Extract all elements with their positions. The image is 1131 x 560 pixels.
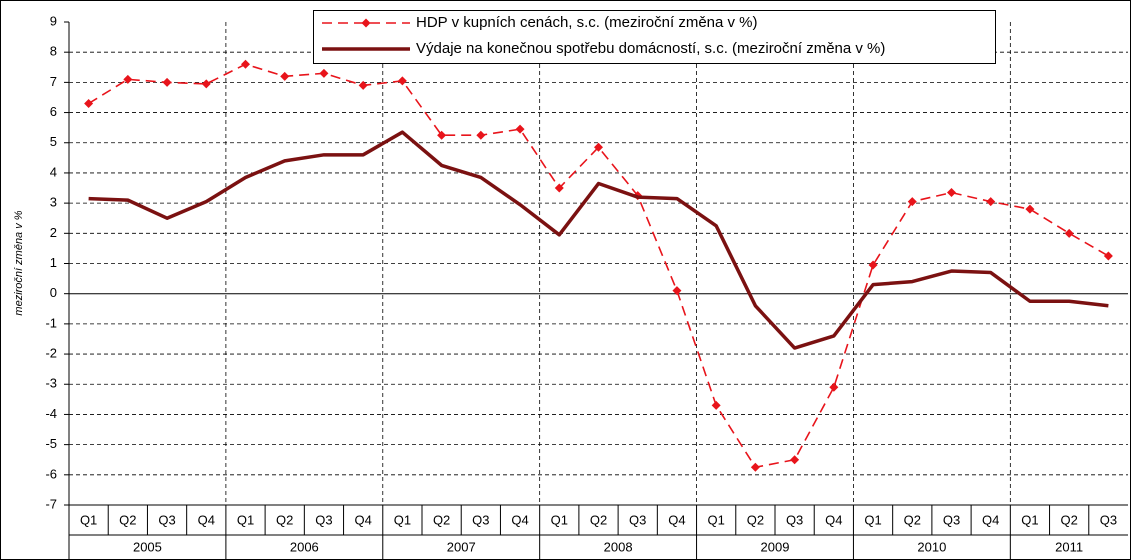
x-tick-label: Q3 [315,512,332,527]
series-marker [476,130,486,140]
x-tick-label: Q2 [276,512,293,527]
x-tick-label: Q4 [198,512,215,527]
series-marker [750,462,760,472]
series-line [88,63,1109,469]
series-marker [358,80,368,90]
y-tick-label: -1 [45,315,57,330]
y-tick-label: -2 [45,346,57,361]
series-marker [84,99,94,109]
x-group-label: 2010 [917,539,946,554]
series-marker [1103,251,1113,261]
y-tick-label: -3 [45,376,57,391]
legend-label: Výdaje na konečnou spotřebu domácností, … [416,40,885,57]
x-group-label: 2006 [290,539,319,554]
x-tick-label: Q4 [354,512,371,527]
series-marker [123,74,133,84]
x-group-label: 2009 [761,539,790,554]
x-tick-label: Q3 [1100,512,1117,527]
y-tick-label: 3 [50,195,57,210]
series-marker [594,142,603,152]
y-tick-label: -7 [45,496,57,511]
x-group-label: 2007 [447,539,476,554]
x-tick-label: Q1 [1021,512,1038,527]
series-marker [437,130,447,140]
y-tick-label: 5 [50,134,57,149]
y-axis-label: meziroční změna v % [13,210,25,315]
legend-marker [361,18,371,28]
y-tick-label: 1 [50,255,57,270]
series-marker [397,76,407,86]
series-marker [201,79,211,89]
x-tick-label: Q3 [943,512,960,527]
series-marker [947,188,956,198]
y-tick-label: 7 [50,74,57,89]
series-marker [1025,204,1035,214]
x-tick-label: Q1 [237,512,254,527]
y-tick-label: -5 [45,436,57,451]
series-marker [711,400,721,410]
series-marker [280,71,290,81]
legend-label: HDP v kupních cenách, s.c. (meziroční zm… [416,14,758,31]
x-group-label: 2008 [604,539,633,554]
series-marker [319,68,329,78]
y-tick-label: 6 [50,104,57,119]
series-marker [162,77,172,87]
x-tick-label: Q1 [80,512,97,527]
series-marker [907,197,917,207]
x-tick-label: Q2 [119,512,136,527]
y-tick-label: 9 [50,13,57,28]
y-tick-label: 4 [50,164,57,179]
y-tick-label: 2 [50,225,57,240]
x-tick-label: Q2 [433,512,450,527]
y-tick-label: -4 [45,406,57,421]
x-tick-label: Q4 [511,512,528,527]
x-tick-label: Q2 [904,512,921,527]
series-marker [829,382,839,392]
series-marker [554,183,564,193]
series-marker [515,124,525,134]
x-group-label: 2011 [1055,539,1083,554]
x-group-label: 2005 [133,539,162,554]
y-tick-label: 0 [50,285,57,300]
x-tick-label: Q1 [707,512,724,527]
series-line [88,130,1109,350]
series-marker [241,59,250,69]
y-tick-label: -6 [45,466,57,481]
series-marker [790,455,800,465]
legend [313,10,996,64]
x-tick-label: Q2 [1060,512,1077,527]
x-tick-label: Q3 [786,512,803,527]
x-tick-label: Q2 [747,512,764,527]
x-tick-label: Q3 [158,512,175,527]
y-tick-label: 8 [50,44,57,59]
x-tick-label: Q1 [864,512,881,527]
x-tick-label: Q4 [982,512,999,527]
x-tick-label: Q3 [472,512,489,527]
series-marker [1064,228,1074,238]
x-tick-label: Q1 [394,512,411,527]
series-marker [986,197,996,207]
x-tick-label: Q4 [668,512,685,527]
x-tick-label: Q2 [590,512,607,527]
x-tick-label: Q1 [551,512,568,527]
x-tick-label: Q3 [629,512,646,527]
series-marker [672,286,682,296]
x-tick-label: Q4 [825,512,842,527]
series-marker [868,260,878,270]
